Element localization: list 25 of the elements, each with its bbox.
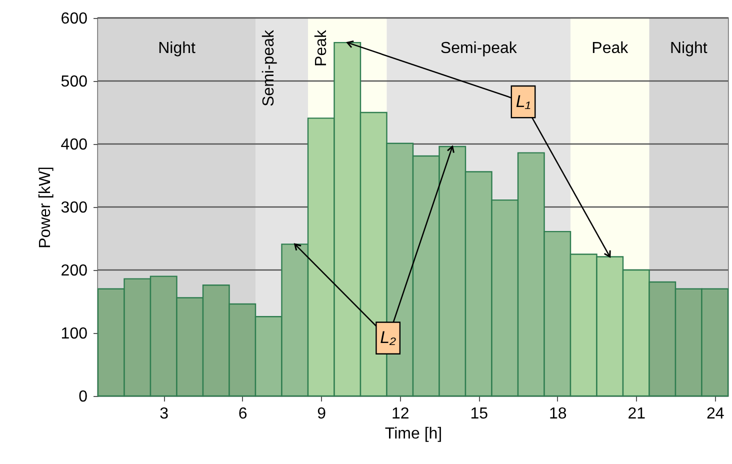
y-tick-label: 600: [60, 10, 88, 28]
x-tick-label: 18: [548, 406, 567, 422]
x-tick-label: 6: [238, 406, 248, 422]
x-tick-label: 24: [706, 406, 724, 422]
y-tick-label: 500: [60, 74, 88, 90]
x-tick-label: 12: [391, 406, 410, 422]
y-tick-label: 100: [60, 326, 88, 342]
annotation: L₁: [516, 92, 531, 111]
band-label: Semi-peak: [260, 29, 278, 106]
y-tick-label: 200: [60, 262, 88, 280]
x-tick-label: 3: [160, 406, 169, 422]
y-tick-label: 0: [78, 388, 88, 406]
y-axis-title: Power [kW]: [36, 166, 54, 248]
x-tick-label: 15: [470, 406, 488, 422]
x-tick-label: 21: [628, 406, 646, 422]
y-tick-label: 300: [60, 200, 88, 216]
band-label: Peak: [313, 29, 330, 66]
band-label: Semi-peak: [440, 40, 518, 57]
y-tick-label: 400: [60, 136, 88, 154]
band-label: Night: [670, 40, 708, 57]
band-label: Night: [158, 40, 196, 57]
annotation: L₂: [380, 328, 397, 348]
band-label: Peak: [592, 40, 630, 57]
x-tick-label: 9: [317, 406, 326, 422]
x-axis-title: Time [h]: [384, 426, 442, 442]
